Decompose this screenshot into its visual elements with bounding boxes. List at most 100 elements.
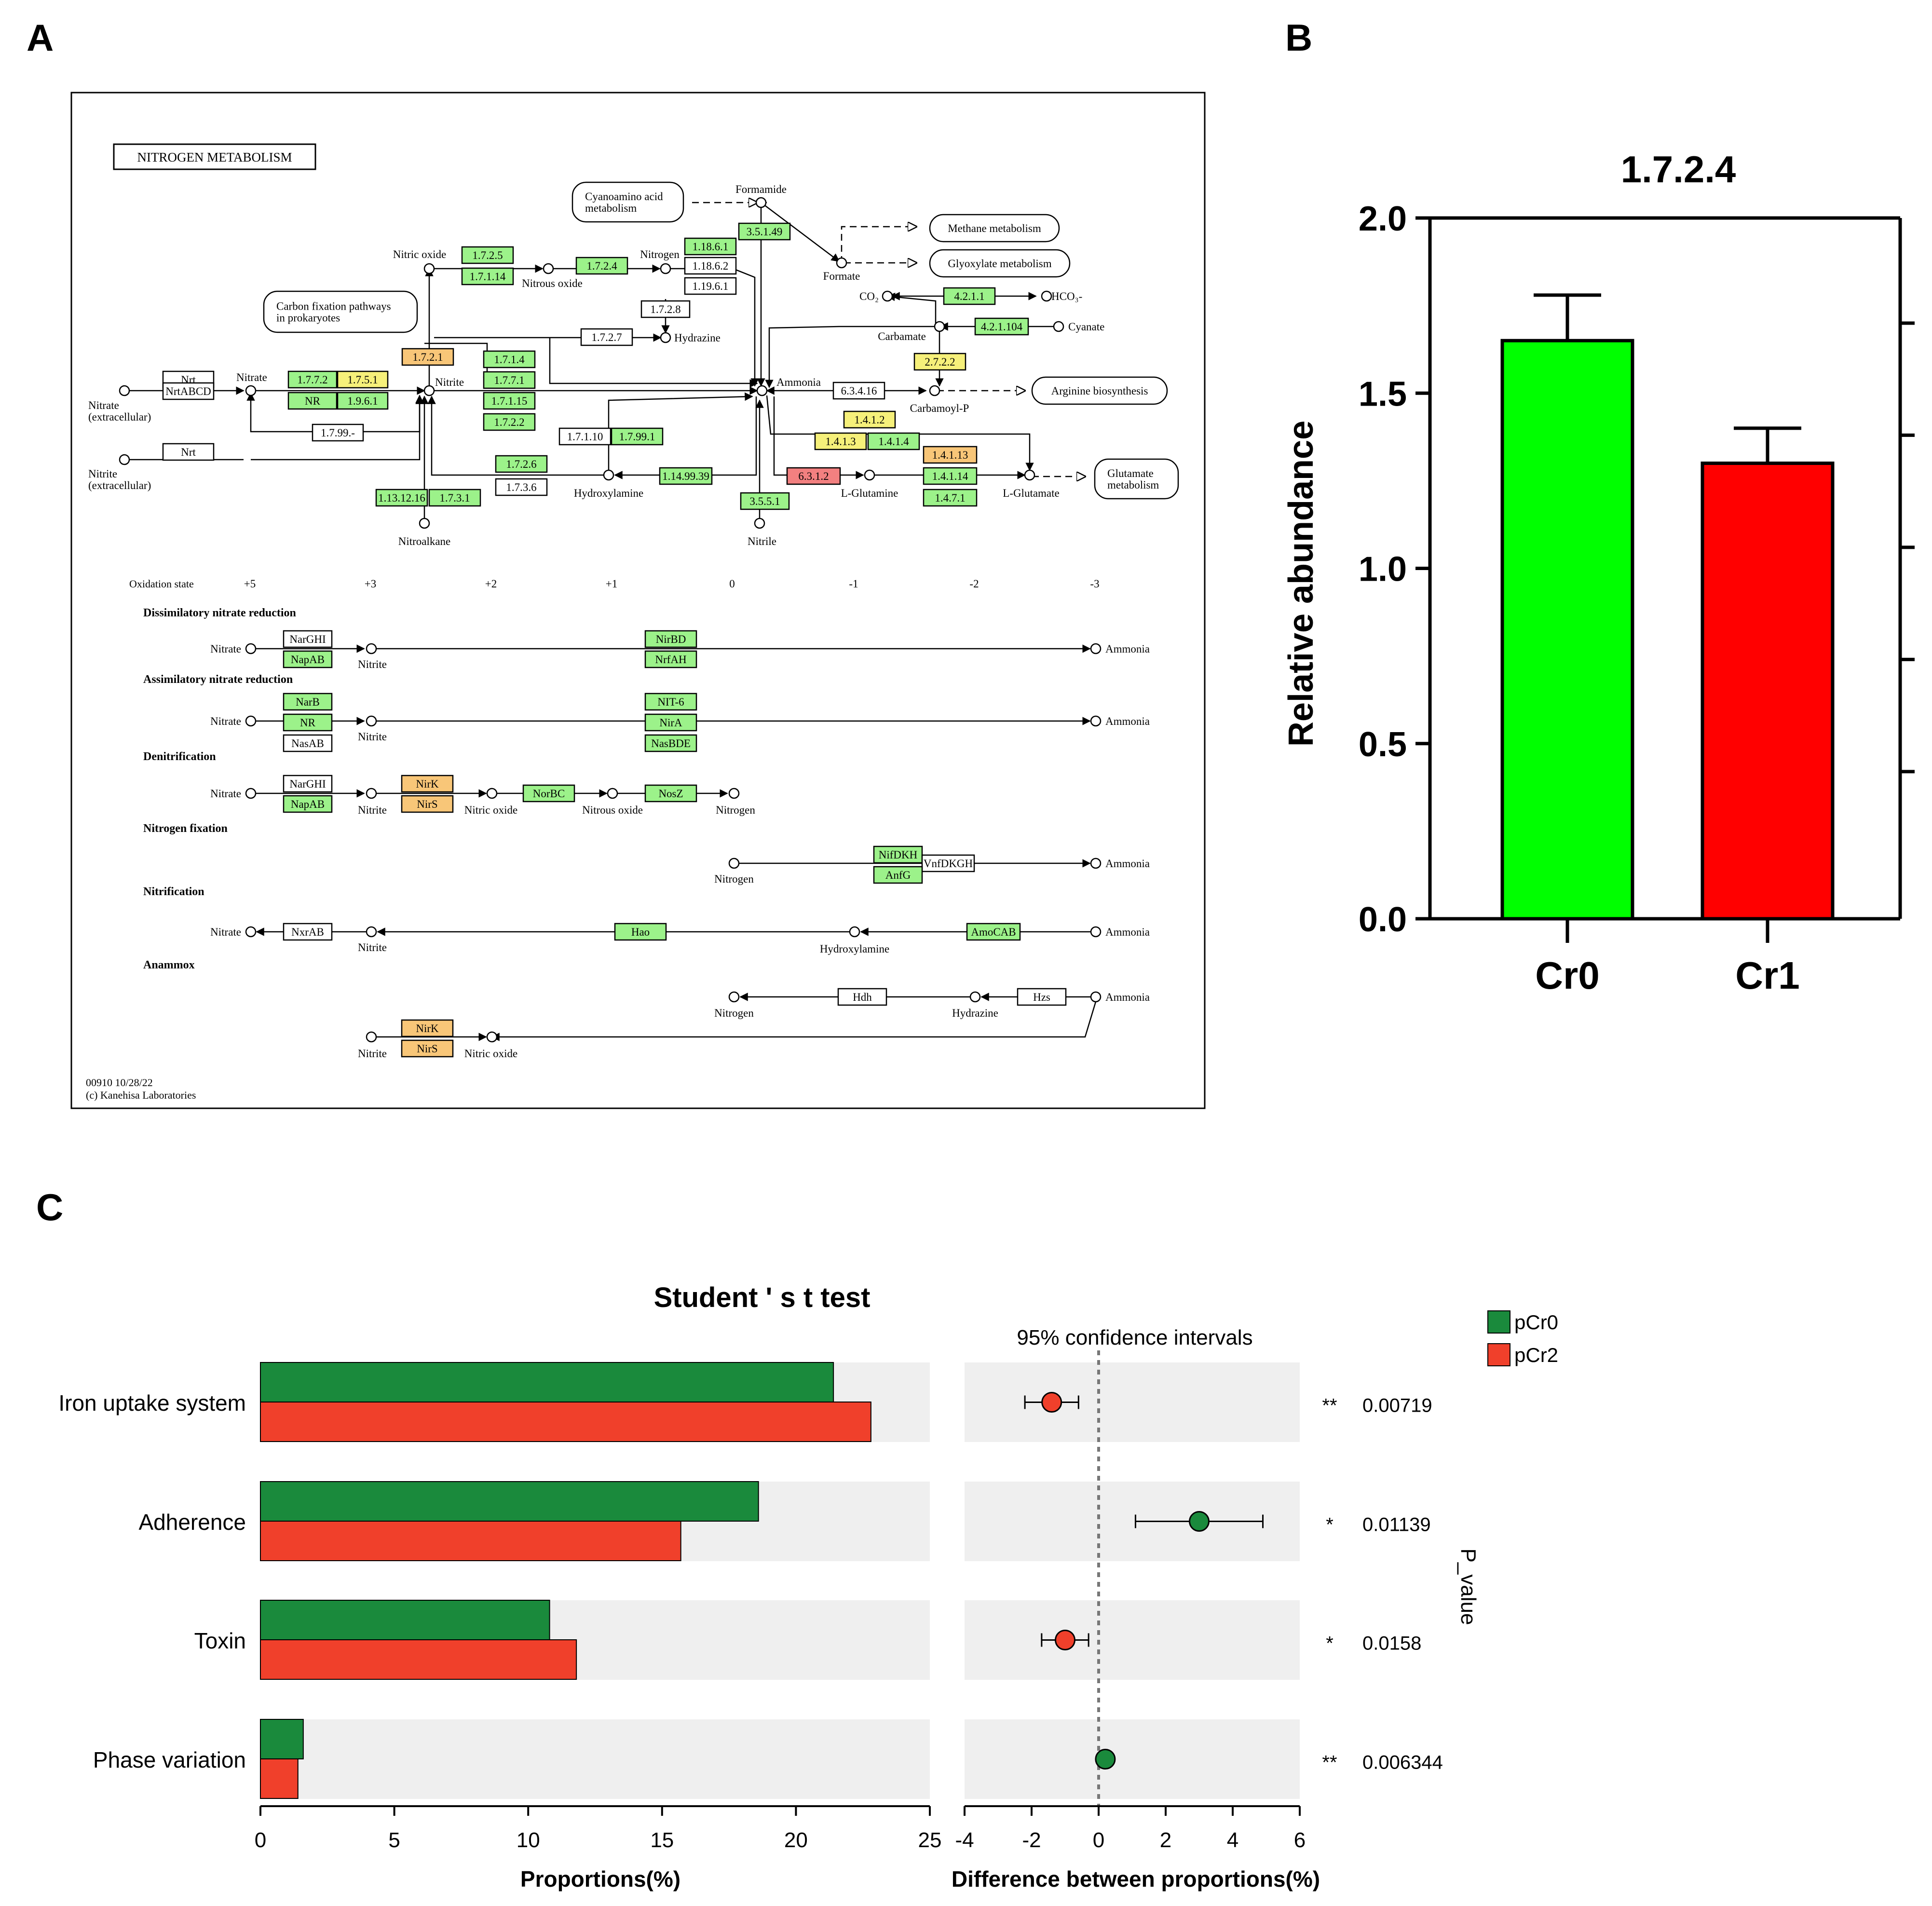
enzyme-box-e1771 [483,371,536,389]
x-tick-label: -4 [955,1828,974,1852]
significance-mark: * [1326,1633,1333,1654]
pathway-line1-methane: Methane metabolism [948,222,1041,234]
compound-label-hco3: HCO₃- [1051,290,1082,302]
bar-pcr0 [260,1362,834,1402]
enzyme-box-e1414 [867,432,920,450]
module-enzyme-label-m_nirbd: NirBD [656,633,686,645]
module-label-t_hydroxylamine: Hydroxylamine [820,943,889,955]
compound-node [419,517,430,529]
compound-node [660,263,671,274]
enzyme-box-e17110 [558,427,612,446]
legend: pCr0 pCr2 [1487,1310,1558,1366]
y-tick-label: 2.0 [1359,200,1407,238]
module-node [728,788,740,799]
p-value: 0.01139 [1362,1514,1431,1536]
module-enzyme-box-m_norbc [522,784,575,803]
enzyme-label-e1961: 1.9.6.1 [347,395,378,407]
module-enzyme-box-m_hdh [837,988,887,1006]
bar-pcr0 [260,1719,304,1759]
kegg-reaction-lines [124,203,1085,523]
legend-swatch-pcr2 [1487,1343,1510,1366]
pathway-line1-glyox: Glyoxylate metabolism [948,258,1051,270]
module-title-denitrification: Denitrification [143,750,216,763]
bar-cr0 [1500,339,1634,921]
module-enzyme-label-m_amocab: AmoCAB [971,926,1016,938]
kegg-title: NITROGEN METABOLISM [137,150,292,164]
module-node [245,926,257,938]
compound-node [1041,290,1052,302]
module-enzyme-box-m_nit6 [644,693,697,711]
module-enzyme-label-m_naghi2: NarGHI [289,778,326,790]
x-tick-label: 6 [1294,1828,1306,1852]
enzyme-label-e1721: 1.7.2.1 [412,351,443,363]
enzyme-box-e4211 [943,287,996,305]
enzyme-label-e1412: 1.4.1.2 [854,414,884,426]
compound-node [755,197,767,208]
enzyme-box-e17115 [483,392,536,410]
y-tick-label: 1.0 [1359,550,1407,589]
y-axis-label: Relative abundance [1282,421,1320,747]
bar-cr1 [1701,462,1835,921]
enzyme-box-e1722 [483,413,536,431]
enzyme-label-e3514: 3.5.1.49 [747,226,783,238]
difference-x-label: Difference between proportions(%) [952,1866,1320,1892]
enzyme-label-e1413: 1.4.1.3 [825,436,856,448]
enzyme-box-e6312 [786,467,841,485]
module-label-n_nitrate: Nitrate [210,788,241,800]
ci-band [965,1600,1300,1680]
module-enzyme-box-m_nirk2 [401,1019,454,1037]
module-label-d_ammonia: Ammonia [1105,643,1150,655]
panel-a-letter: A [27,16,54,59]
kegg-frame [70,92,1206,1109]
module-node [366,788,377,799]
enzyme-label-e17114: 1.7.1.14 [470,271,506,283]
enzyme-box-e1714 [483,350,536,368]
compound-node [423,263,435,274]
enzyme-label-e11862: 1.18.6.2 [693,260,729,272]
enzyme-label-eNR: NR [305,395,321,407]
oxidation-states: +5 +3 +2 +1 0 -1 -2 -3 [244,578,1100,590]
enzyme-label-e1714: 1.7.1.4 [494,354,525,366]
compound-label-nitrate: Nitrate [236,371,267,383]
module-node [245,788,257,799]
module-enzyme-label-m_nirk2: NirK [416,1022,439,1035]
module-label-n_n2o: Nitrous oxide [582,804,643,816]
x-tick-label: 0 [1093,1828,1104,1852]
bar-pcr0 [260,1600,550,1640]
compound-label-nitrite: Nitrite [435,376,464,388]
oxidation-state-label: Oxidation state [129,578,194,590]
enzyme-box-e1731 [428,489,481,507]
enzyme-box-e3551 [740,492,790,510]
module-node [607,788,618,799]
enzyme-label-e113: 1.13.12.16 [378,492,425,504]
reaction-line [427,395,609,476]
proportion-band [260,1719,930,1799]
category-label: Adherence [139,1510,246,1535]
kegg-compound-labels: Nitrate(extracellular)Nitrite(extracellu… [88,183,1104,547]
module-title-anammox: Anammox [143,959,195,971]
enzyme-label-e1799: 1.7.99.- [321,427,355,439]
ci-point [1189,1511,1210,1532]
enzyme-box-e1799 [312,423,364,442]
module-enzyme-box-m_vnf [921,854,975,872]
module-enzyme-box-m_nira [644,713,697,732]
compound-node [660,332,671,343]
enzyme-label-e1724: 1.7.2.4 [586,260,617,272]
enzyme-box-e11499 [659,467,713,485]
module-title-nitrification: Nitrification [143,885,204,898]
enzyme-label-e14113: 1.4.1.13 [932,449,968,461]
enzyme-box-e11862 [684,257,737,275]
enzyme-label-e1751: 1.7.5.1 [347,374,378,386]
compound-node [934,321,945,332]
module-enzyme-label-m_nit6: NIT-6 [657,696,684,708]
module-enzyme-label-m_nirs2: NirS [417,1043,437,1055]
x-tick-label: 2 [1160,1828,1171,1852]
p-value: 0.006344 [1362,1752,1443,1773]
compound-node [543,263,554,274]
legend-swatch-pcr0 [1487,1310,1510,1334]
pathway-box-glyox [929,249,1071,278]
pathway-line1-arginine: Arginine biosynthesis [1051,385,1148,397]
compound-label-nitrogen: Nitrogen [640,248,680,260]
